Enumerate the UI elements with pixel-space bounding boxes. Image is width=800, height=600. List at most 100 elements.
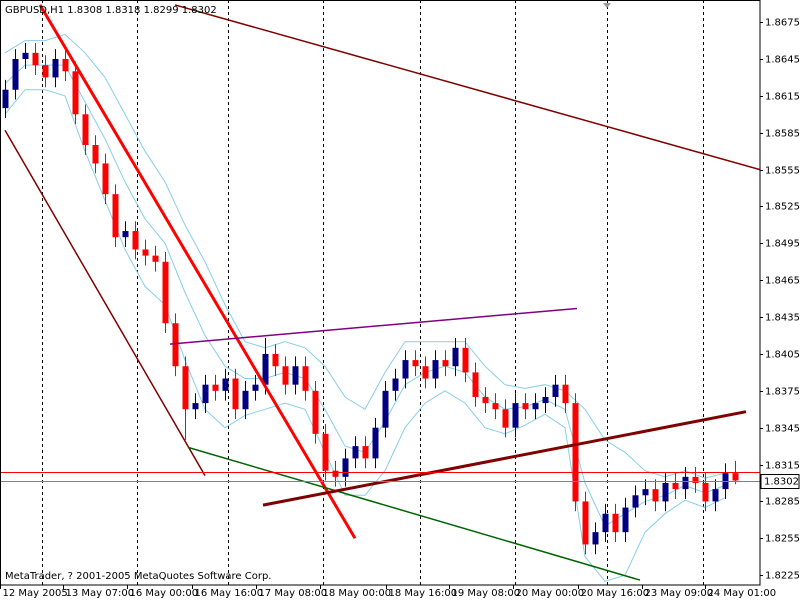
candle-body: [292, 366, 299, 385]
candle-body: [612, 513, 619, 533]
candle-body: [562, 384, 569, 404]
x-tick-label: 13 May 07:00: [66, 588, 135, 599]
band-lower: [4, 89, 726, 582]
plot-area: [0, 4, 760, 582]
candle-body: [222, 378, 229, 391]
candle-body: [502, 409, 509, 428]
candle-body: [662, 482, 669, 502]
candle-body: [212, 384, 219, 391]
candle-body: [112, 194, 119, 238]
candle-body: [552, 384, 559, 397]
y-tick-label: 1.8285: [765, 497, 800, 508]
candle-body: [532, 403, 539, 410]
trend-line: [262, 410, 747, 507]
candle-body: [402, 360, 409, 379]
candle-body: [592, 532, 599, 545]
y-tick-label: 1.8615: [765, 92, 800, 103]
y-tick-label: 1.8375: [765, 387, 800, 398]
candle-body: [342, 458, 349, 477]
candle-body: [232, 378, 239, 410]
candle-body: [122, 231, 129, 238]
candle-body: [712, 489, 719, 502]
y-tick-label: 1.8585: [765, 129, 800, 140]
candle-body: [42, 65, 49, 78]
candle-body: [322, 433, 329, 471]
candle-body: [152, 255, 159, 262]
y-tick-label: 1.8675: [765, 18, 800, 29]
candle-body: [442, 360, 449, 367]
candle-body: [572, 403, 579, 502]
candle-body: [272, 353, 279, 367]
candle-body: [92, 145, 99, 164]
candle-body: [72, 71, 79, 115]
plot-frame: [0, 0, 761, 586]
y-tick-label: 1.8495: [765, 239, 800, 250]
candle-body: [632, 495, 639, 508]
x-tick-label: 20 May 16:00: [581, 588, 650, 599]
chart-title: GBPUSD,H1 1.8308 1.8318 1.8299 1.8302: [5, 5, 217, 16]
candle-body: [162, 261, 169, 324]
candle-body: [82, 114, 89, 146]
x-tick-label: 18 May 00:00: [323, 588, 392, 599]
candle-body: [522, 403, 529, 410]
candle-body: [52, 58, 59, 78]
candle-body: [392, 378, 399, 391]
candle-body: [492, 403, 499, 410]
y-tick-label: 1.8225: [765, 571, 800, 582]
candle-body: [22, 52, 29, 59]
candle-body: [642, 489, 649, 496]
candle-body: [542, 396, 549, 404]
x-tick-label: 24 May 01:00: [708, 588, 777, 599]
candle-body: [332, 470, 339, 477]
candle-body: [652, 489, 659, 502]
candle-body: [462, 347, 469, 373]
copyright: MetaTrader, ? 2001-2005 MetaQuotes Softw…: [5, 571, 271, 582]
y-tick-label: 1.8435: [765, 313, 800, 324]
candle-body: [432, 360, 439, 379]
candle-body: [192, 403, 199, 410]
y-tick-label: 1.8345: [765, 424, 800, 435]
x-tick-label: 16 May 00:00: [130, 588, 199, 599]
shift-marker: [603, 3, 611, 8]
x-tick-label: 18 May 16:00: [389, 588, 458, 599]
y-tick-label: 1.8315: [765, 461, 800, 472]
candle-body: [182, 366, 189, 410]
y-tick-label: 1.8465: [765, 276, 800, 287]
candle-body: [512, 403, 519, 428]
candle-body: [202, 384, 209, 404]
y-tick-label: 1.8405: [765, 350, 800, 361]
candle-body: [672, 482, 679, 490]
candle-body: [682, 476, 689, 490]
candle-body: [732, 473, 739, 481]
candle-body: [472, 372, 479, 397]
candle-body: [12, 58, 19, 90]
candle-body: [302, 366, 309, 391]
candle-body: [32, 52, 39, 66]
candle-body: [482, 396, 489, 404]
trend-line: [169, 307, 578, 345]
candle-body: [252, 384, 259, 391]
candle-body: [422, 366, 429, 379]
x-tick-label: 17 May 08:00: [259, 588, 328, 599]
y-tick-label: 1.8525: [765, 202, 800, 213]
x-tick-label: 19 May 08:00: [452, 588, 521, 599]
candle-body: [362, 446, 369, 459]
candle-body: [622, 507, 629, 533]
y-tick-label: 1.8645: [765, 55, 800, 66]
candle-body: [102, 163, 109, 195]
candle-body: [452, 347, 459, 367]
x-tick-label: 16 May 16:00: [195, 588, 264, 599]
y-tick-label: 1.8255: [765, 534, 800, 545]
candle-body: [312, 390, 319, 434]
candle-body: [2, 89, 9, 109]
candle-body: [702, 482, 709, 502]
candle-body: [352, 446, 359, 459]
candle-body: [262, 353, 269, 385]
price-label: 1.8302: [764, 477, 799, 488]
candle-body: [142, 249, 149, 256]
trend-line: [174, 4, 760, 171]
trend-line: [4, 129, 206, 476]
candle-body: [382, 390, 389, 428]
